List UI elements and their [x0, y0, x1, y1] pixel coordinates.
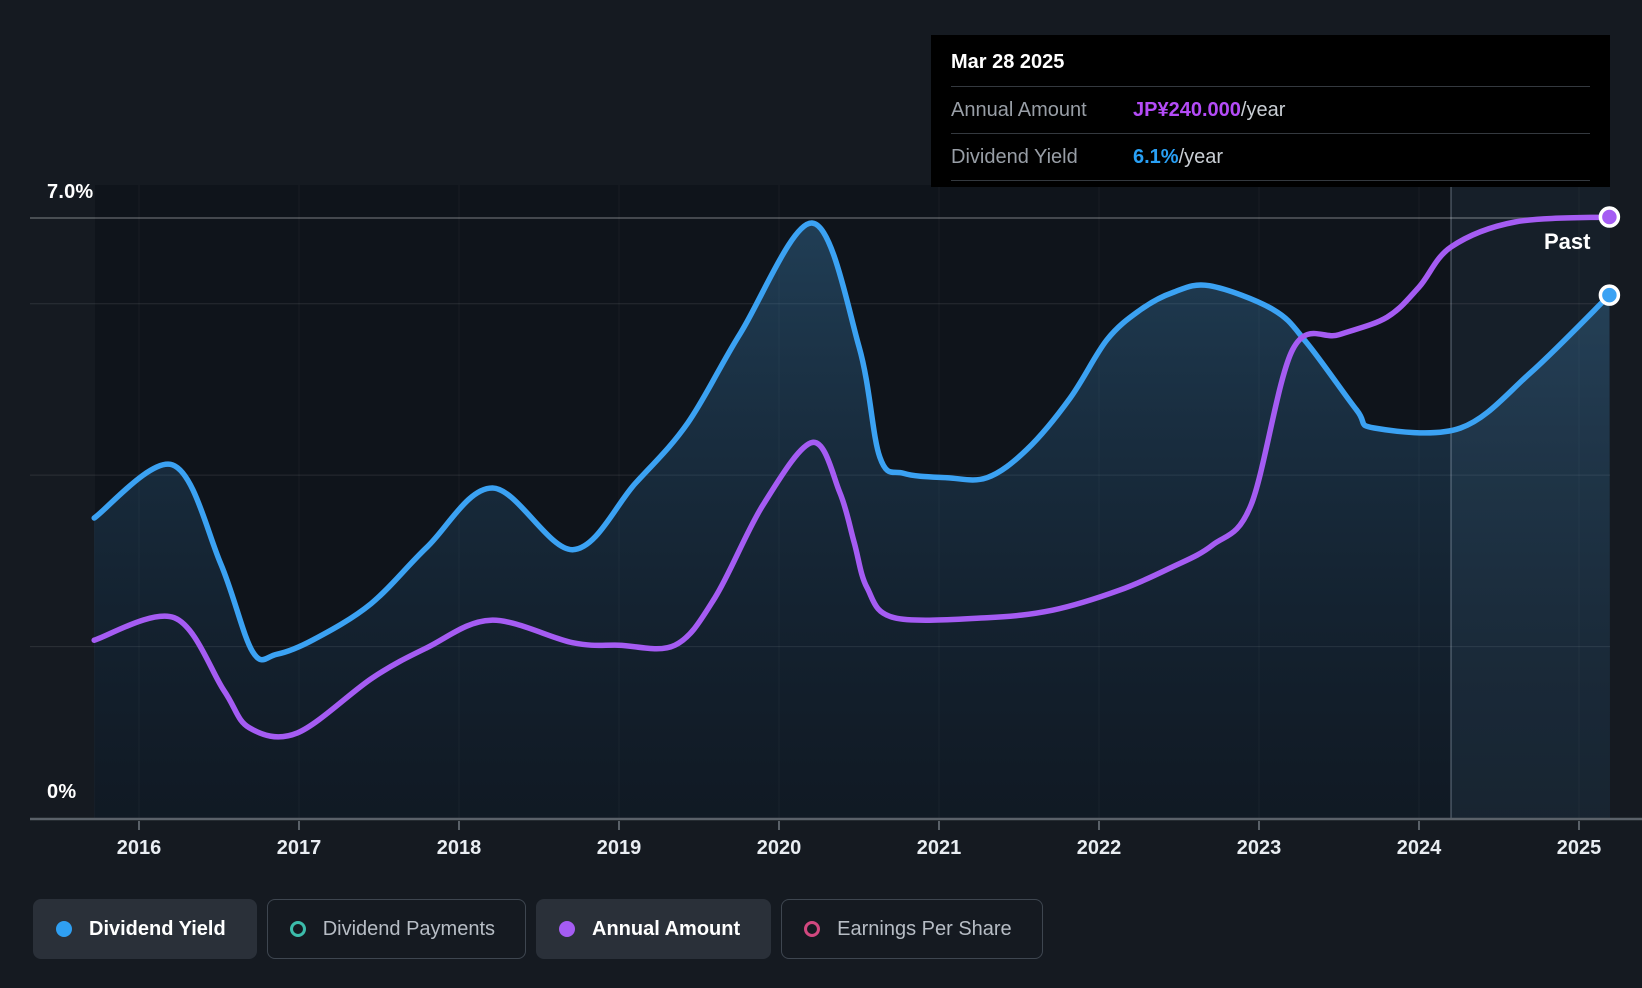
tooltip-annual-amount-suffix: /year [1240, 98, 1286, 121]
dividend-yield-area-fill [94, 223, 1611, 818]
tooltip-row-dividend-yield: Dividend Yield 6.1%/year [951, 133, 1590, 181]
legend-swatch-icon-earnings-per-share [804, 921, 821, 937]
x-axis-label-2019: 2019 [596, 837, 642, 859]
legend-item-label: Dividend Yield [89, 917, 226, 940]
legend-item-label: Earnings Per Share [837, 917, 1012, 940]
highlight-band [1451, 185, 1610, 818]
legend-item-dividend-payments[interactable]: Dividend Payments [266, 899, 527, 959]
legend-swatch-icon-annual-amount [559, 921, 576, 937]
tooltip-dividend-yield-value: 6.1%/year [1133, 145, 1224, 168]
tooltip-date: Mar 28 2025 [951, 51, 1065, 73]
past-region-label: Past [1544, 229, 1591, 254]
x-axis-label-2025: 2025 [1556, 837, 1602, 859]
x-axis-label-2022: 2022 [1076, 837, 1122, 859]
tooltip-dividend-yield-suffix: /year [1178, 145, 1224, 168]
legend-item-label: Dividend Payments [322, 917, 496, 940]
legend-item-earnings-per-share[interactable]: Earnings Per Share [781, 899, 1043, 959]
x-axis-label-2016: 2016 [116, 837, 162, 859]
dividend-yield-line [91, 220, 1613, 663]
chart-legend: Dividend Yield Dividend Payments Annual Am… [33, 899, 1043, 959]
tooltip-annual-amount-label: Annual Amount [951, 98, 1087, 121]
annual-amount-line [91, 214, 1613, 740]
x-axis-label-2023: 2023 [1236, 837, 1282, 859]
tooltip-dividend-yield-label: Dividend Yield [951, 145, 1078, 168]
legend-item-annual-amount[interactable]: Annual Amount [536, 899, 772, 959]
tooltip-row-annual-amount: Annual Amount JP¥240.000/year [951, 86, 1590, 133]
legend-item-dividend-yield[interactable]: Dividend Yield [33, 899, 257, 959]
x-axis-label-2018: 2018 [436, 837, 482, 859]
x-axis-label-2020: 2020 [756, 837, 802, 859]
legend-swatch-icon-dividend-yield [56, 921, 72, 937]
legend-swatch-icon-dividend-payments [289, 921, 306, 937]
x-axis-label-2017: 2017 [276, 837, 322, 859]
y-axis-min-label: 0% [47, 781, 77, 803]
tooltip-annual-amount-value: JP¥240.000/year [1133, 98, 1286, 121]
tooltip: Mar 28 2025 Annual Amount JP¥240.000/yea… [931, 35, 1610, 187]
legend-item-label: Annual Amount [592, 917, 741, 940]
annual-amount-endpoint-marker[interactable] [1598, 206, 1621, 228]
x-axis-label-2024: 2024 [1396, 837, 1442, 859]
y-axis-max-label: 7.0% [47, 181, 94, 203]
x-axis-label-2021: 2021 [916, 837, 962, 859]
dividend-yield-endpoint-marker[interactable] [1598, 284, 1621, 306]
